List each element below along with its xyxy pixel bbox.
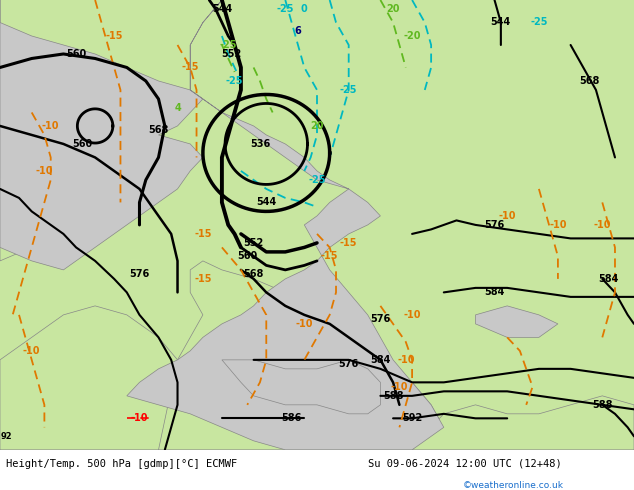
Polygon shape: [0, 0, 32, 167]
Text: -15: -15: [194, 229, 212, 239]
Text: 6: 6: [295, 26, 301, 36]
Text: 588: 588: [592, 400, 612, 410]
Text: 592: 592: [402, 414, 422, 423]
Text: Height/Temp. 500 hPa [gdmp][°C] ECMWF: Height/Temp. 500 hPa [gdmp][°C] ECMWF: [6, 459, 238, 469]
Text: -15: -15: [194, 274, 212, 284]
Text: -10: -10: [131, 414, 148, 423]
Text: 4: 4: [174, 103, 181, 113]
Polygon shape: [0, 23, 203, 270]
Text: 20: 20: [310, 121, 324, 131]
Polygon shape: [0, 0, 634, 450]
Text: -10: -10: [42, 121, 60, 131]
Text: 586: 586: [281, 414, 302, 423]
Text: 544: 544: [256, 197, 276, 207]
Polygon shape: [0, 202, 76, 261]
Text: 576: 576: [484, 220, 505, 230]
Text: 568: 568: [243, 270, 264, 279]
Text: -25: -25: [219, 40, 237, 50]
Polygon shape: [412, 396, 634, 450]
Text: -10: -10: [403, 310, 421, 320]
Text: 20: 20: [386, 4, 400, 14]
Text: -10: -10: [23, 346, 41, 356]
Text: 584: 584: [484, 287, 505, 297]
Text: 536: 536: [250, 139, 270, 149]
Text: -25: -25: [276, 4, 294, 14]
Text: -10: -10: [397, 355, 415, 365]
Text: 560: 560: [237, 251, 257, 261]
Text: 584: 584: [598, 274, 619, 284]
Text: 560: 560: [72, 139, 93, 149]
Polygon shape: [222, 360, 380, 414]
Text: -25: -25: [530, 18, 548, 27]
Text: 568: 568: [579, 76, 600, 86]
Text: 552: 552: [243, 238, 264, 248]
Text: -15: -15: [340, 238, 358, 248]
Polygon shape: [304, 315, 368, 369]
Polygon shape: [476, 306, 558, 337]
Text: 544: 544: [212, 4, 232, 14]
Text: 576: 576: [370, 315, 391, 324]
Polygon shape: [158, 261, 444, 450]
Polygon shape: [0, 306, 222, 450]
Text: -25: -25: [226, 76, 243, 86]
Text: 576: 576: [339, 359, 359, 369]
Text: -10: -10: [549, 220, 567, 230]
Text: -15: -15: [105, 31, 123, 41]
Text: -10: -10: [391, 382, 408, 392]
Text: -15: -15: [181, 62, 199, 73]
Text: 576: 576: [129, 270, 150, 279]
Text: -10: -10: [295, 319, 313, 329]
Text: -10: -10: [36, 166, 53, 176]
Text: Su 09-06-2024 12:00 UTC (12+48): Su 09-06-2024 12:00 UTC (12+48): [368, 459, 562, 469]
Text: -20: -20: [403, 31, 421, 41]
Polygon shape: [127, 0, 444, 450]
Text: -10: -10: [593, 220, 611, 230]
Text: 92: 92: [1, 432, 12, 441]
Text: ©weatheronline.co.uk: ©weatheronline.co.uk: [463, 481, 564, 490]
Text: 560: 560: [66, 49, 86, 59]
Text: 544: 544: [491, 18, 511, 27]
Text: -25: -25: [308, 175, 326, 185]
Text: 552: 552: [221, 49, 242, 59]
Text: 568: 568: [148, 125, 169, 135]
Text: 0: 0: [301, 4, 307, 14]
Text: 584: 584: [370, 355, 391, 365]
Text: 588: 588: [383, 391, 403, 401]
Text: -25: -25: [340, 85, 358, 95]
Text: -15: -15: [321, 251, 339, 261]
Text: -10: -10: [498, 211, 516, 221]
